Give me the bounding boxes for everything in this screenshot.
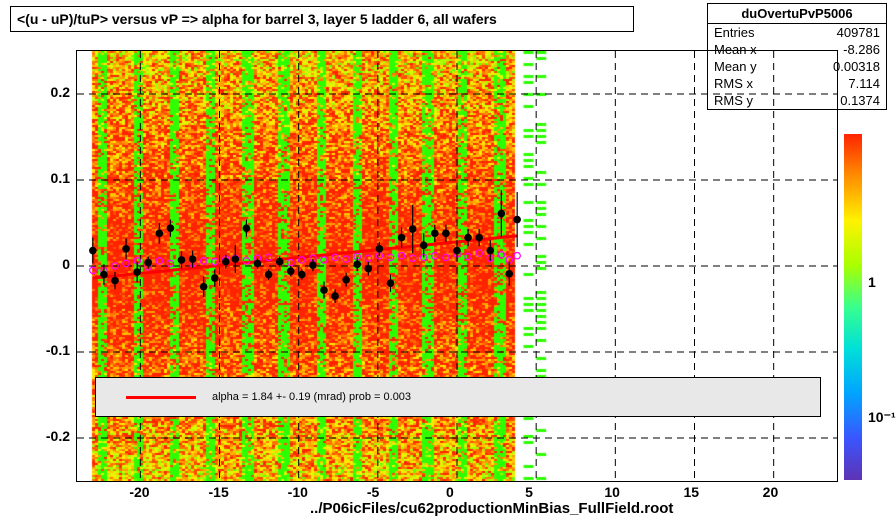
x-tick-label: -5 bbox=[367, 484, 379, 500]
plot-frame: alpha = 1.84 +- 0.19 (mrad) prob = 0.003 bbox=[76, 50, 838, 482]
colorbar-tick-label: 10⁻¹ bbox=[868, 409, 896, 426]
x-tick-label: 10 bbox=[604, 484, 620, 500]
stats-value: 0.1374 bbox=[840, 93, 880, 108]
stats-row: Entries 409781 bbox=[708, 24, 886, 41]
stats-value: 7.114 bbox=[848, 76, 880, 91]
stats-value: -8.286 bbox=[843, 42, 880, 57]
colorbar bbox=[844, 134, 862, 480]
y-tick-label: 0 bbox=[62, 256, 70, 272]
x-tick-label: 5 bbox=[525, 484, 533, 500]
footer-path: ../P06icFiles/cu62productionMinBias_Full… bbox=[310, 500, 673, 517]
x-tick-label: -15 bbox=[209, 484, 229, 500]
fit-legend: alpha = 1.84 +- 0.19 (mrad) prob = 0.003 bbox=[95, 377, 821, 417]
stats-value: 409781 bbox=[837, 25, 880, 40]
x-tick-label: -10 bbox=[288, 484, 308, 500]
y-tick-label: -0.1 bbox=[46, 342, 70, 358]
legend-text: alpha = 1.84 +- 0.19 (mrad) prob = 0.003 bbox=[212, 391, 411, 403]
colorbar-tick-label: 1 bbox=[868, 274, 876, 290]
x-tick-label: 15 bbox=[684, 484, 700, 500]
x-tick-label: -20 bbox=[129, 484, 149, 500]
legend-line-sample bbox=[126, 396, 196, 399]
x-tick-label: 0 bbox=[446, 484, 454, 500]
y-tick-label: -0.2 bbox=[46, 428, 70, 444]
chart-title: <(u - uP)/tuP> versus vP => alpha for ba… bbox=[17, 11, 497, 27]
stats-label: Entries bbox=[714, 25, 754, 40]
y-tick-label: 0.1 bbox=[51, 170, 70, 186]
x-tick-label: 20 bbox=[763, 484, 779, 500]
y-tick-label: 0.2 bbox=[51, 84, 70, 100]
stats-value: 0.00318 bbox=[833, 59, 880, 74]
stats-name: duOvertuPvP5006 bbox=[708, 4, 886, 24]
chart-title-box: <(u - uP)/tuP> versus vP => alpha for ba… bbox=[10, 6, 634, 32]
